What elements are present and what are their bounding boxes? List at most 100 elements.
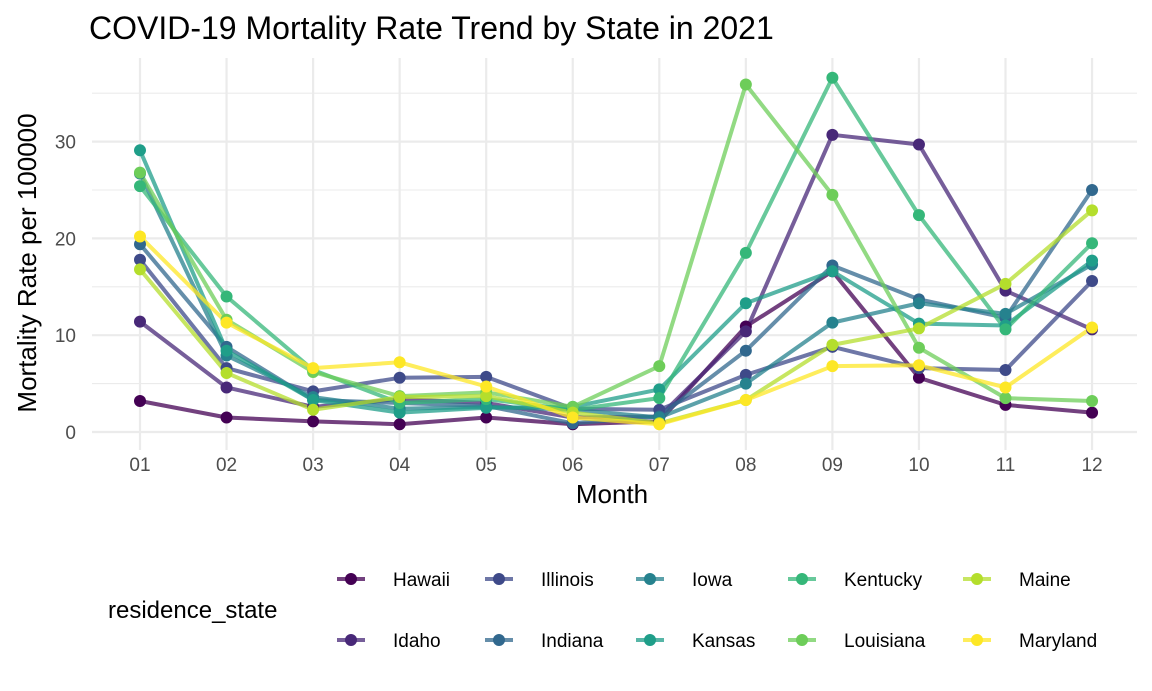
y-tick-label: 30 <box>55 133 76 154</box>
legend-item-iowa: Iowa <box>636 570 733 591</box>
x-tick-label: 06 <box>562 455 583 476</box>
data-point-kentucky <box>220 290 233 303</box>
legend-item-maryland: Maryland <box>963 631 1097 652</box>
data-point-kentucky <box>1086 237 1099 250</box>
legend-label: Louisiana <box>844 631 926 652</box>
series-line-maine <box>138 208 1094 426</box>
series-line-idaho <box>138 132 1093 420</box>
data-point-hawaii <box>220 411 233 424</box>
x-tick-label: 09 <box>822 455 843 476</box>
data-point-kansas <box>1086 254 1099 267</box>
data-point-illinois <box>739 368 752 381</box>
data-point-illinois <box>393 371 406 384</box>
data-point-hawaii <box>1086 406 1099 419</box>
x-axis-ticks: 01 02 03 04 05 06 07 08 09 10 11 12 <box>129 455 1102 476</box>
data-point-maryland <box>134 230 146 243</box>
data-point-illinois <box>480 370 493 383</box>
x-tick-label: 05 <box>476 455 497 476</box>
data-point-maryland <box>220 316 233 329</box>
legend-key-point <box>796 634 808 646</box>
series-line-maryland <box>138 235 1094 427</box>
x-tick-label: 03 <box>303 455 324 476</box>
legend-items: Hawaii Idaho Illinois Indiana Iowa Kansas Kent… <box>337 570 1097 652</box>
data-point-maryland <box>826 360 839 373</box>
data-point-iowa <box>999 307 1012 320</box>
data-point-maryland <box>999 381 1012 394</box>
data-point-louisiana <box>999 392 1012 405</box>
legend-item-idaho: Idaho <box>337 631 441 652</box>
series-points <box>134 71 1099 431</box>
data-point-kentucky <box>134 180 146 193</box>
data-point-maryland <box>653 418 666 431</box>
x-tick-label: 12 <box>1081 455 1102 476</box>
data-point-hawaii <box>480 411 493 424</box>
legend-key-point <box>493 634 505 646</box>
data-point-kansas <box>739 297 752 310</box>
x-axis-title: Month <box>576 479 648 509</box>
legend-key-point <box>345 573 357 585</box>
data-point-maryland <box>480 380 493 393</box>
data-point-louisiana <box>134 166 146 179</box>
legend-item-kentucky: Kentucky <box>788 570 923 591</box>
data-point-kansas <box>134 144 146 157</box>
data-point-maryland <box>566 411 579 424</box>
data-point-indiana <box>739 344 752 357</box>
legend-label: Hawaii <box>393 570 450 591</box>
legend-label: Indiana <box>541 631 604 652</box>
data-point-kansas <box>480 401 493 414</box>
legend-label: Kentucky <box>844 570 923 591</box>
legend-key-point <box>345 634 357 646</box>
data-point-indiana <box>1086 184 1099 196</box>
legend-key-point <box>644 634 656 646</box>
data-point-iowa <box>826 316 839 329</box>
data-point-maine <box>393 391 406 404</box>
legend-item-illinois: Illinois <box>485 570 594 591</box>
data-point-louisiana <box>739 78 752 91</box>
data-point-hawaii <box>393 418 406 431</box>
data-point-maine <box>826 338 839 351</box>
data-point-louisiana <box>912 341 925 354</box>
data-point-kansas <box>393 406 406 419</box>
legend-label: Illinois <box>541 570 594 591</box>
y-axis-title: Mortality Rate per 100000 <box>12 113 42 412</box>
y-tick-label: 10 <box>55 326 76 347</box>
data-point-maryland <box>912 359 925 372</box>
data-point-kentucky <box>653 392 666 405</box>
data-point-kansas <box>307 394 320 407</box>
data-point-louisiana <box>826 188 839 201</box>
y-axis-ticks: 0 10 20 30 <box>55 133 76 444</box>
legend-key-point <box>493 573 505 585</box>
data-point-idaho <box>220 381 233 394</box>
data-point-kansas <box>826 265 839 278</box>
data-point-idaho <box>739 325 752 338</box>
legend-key-point <box>796 573 808 585</box>
legend-item-louisiana: Louisiana <box>788 631 926 652</box>
data-point-hawaii <box>912 371 925 384</box>
data-point-kentucky <box>826 71 839 84</box>
x-tick-label: 02 <box>216 455 237 476</box>
data-point-kentucky <box>999 323 1012 336</box>
x-tick-label: 08 <box>735 455 756 476</box>
data-point-illinois <box>999 364 1012 377</box>
data-point-hawaii <box>307 415 320 428</box>
legend: residence_state Hawaii Idaho Illinois India… <box>108 570 1097 652</box>
grid-lines <box>92 58 1137 450</box>
data-point-kansas <box>653 383 666 396</box>
data-point-maryland <box>739 394 752 407</box>
legend-item-maine: Maine <box>963 570 1071 591</box>
data-point-maryland <box>393 356 406 369</box>
data-point-maine <box>1086 204 1099 217</box>
legend-label: Maryland <box>1019 631 1097 652</box>
data-point-maryland <box>307 362 320 375</box>
data-point-louisiana <box>1086 395 1099 408</box>
data-point-hawaii <box>134 395 146 408</box>
data-point-iowa <box>739 377 752 390</box>
data-point-maine <box>134 263 146 276</box>
chart-title: COVID-19 Mortality Rate Trend by State i… <box>89 10 774 46</box>
series-line-kansas <box>138 149 1094 415</box>
legend-label: Kansas <box>692 631 755 652</box>
data-point-iowa <box>912 297 925 310</box>
y-tick-label: 20 <box>55 229 76 250</box>
x-tick-label: 10 <box>908 455 929 476</box>
data-point-maine <box>480 390 493 403</box>
